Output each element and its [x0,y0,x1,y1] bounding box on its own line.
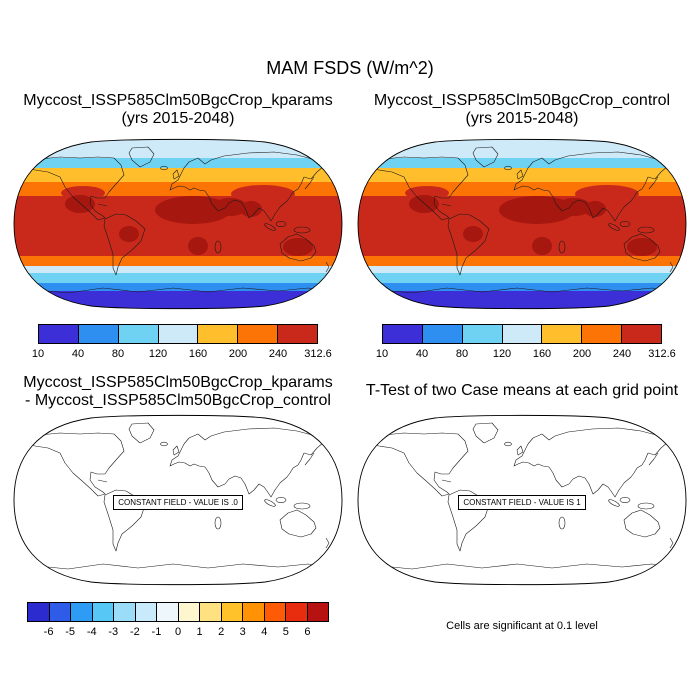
colorbar-label: 80 [111,348,125,360]
panel-title-kparams: Myccost_ISSP585Clm50BgcCrop_kparams (yrs… [8,92,348,128]
colorbar-label: 10 [31,348,45,360]
colorbar-label: 4 [261,626,268,638]
colorbar-label: -5 [65,626,76,638]
colorbar-label: -6 [43,626,54,638]
colorbar-label: -4 [86,626,97,638]
colorbar-label: 160 [532,348,552,360]
flux-colorbar-left [38,324,318,344]
colorbar-segment [117,325,158,343]
colorbar-segment [157,325,198,343]
colorbar-segment [197,325,238,343]
colorbar-segment [199,603,221,621]
panel-title-ttest-line1: T-Test of two Case means at each grid po… [365,382,679,399]
colorbar-segment [177,603,199,621]
difference-colorbar-labels: -6 -5 -4 -3 -2 -1 0 1 2 3 4 5 6 [27,626,329,640]
panel-title-difference: Myccost_ISSP585Clm50BgcCrop_kparams - My… [8,374,348,410]
colorbar-segment [541,325,582,343]
colorbar-segment [421,325,462,343]
colorbar-segment [113,603,135,621]
colorbar-segment [28,603,49,621]
colorbar-label: 312.6 [304,348,332,360]
colorbar-segment [501,325,542,343]
panel-title-control: Myccost_ISSP585Clm50BgcCrop_control (yrs… [352,92,692,128]
colorbar-segment [77,325,118,343]
colorbar-segment [70,603,92,621]
significance-note: Cells are significant at 0.1 level [446,620,598,632]
colorbar-label: 1 [196,626,203,638]
colorbar-label: 312.6 [648,348,676,360]
panel-title-control-line2: (yrs 2015-2048) [465,110,579,127]
colorbar-label: 40 [415,348,429,360]
colorbar-label: 120 [492,348,512,360]
colorbar-label: 240 [268,348,288,360]
colorbar-label: 160 [188,348,208,360]
colorbar-label: 10 [375,348,389,360]
colorbar-label: 2 [218,626,225,638]
colorbar-label: 5 [282,626,289,638]
colorbar-segment [91,603,113,621]
panel-title-difference-line2: - Myccost_ISSP585Clm50BgcCrop_control [25,392,331,409]
colorbar-label: 0 [174,626,182,638]
colorbar-segment [220,603,242,621]
difference-colorbar [27,602,329,622]
colorbar-segment [383,325,422,343]
panel-title-control-line1: Myccost_ISSP585Clm50BgcCrop_control [373,92,671,109]
flux-colorbar-left-labels: 10 40 80 120 160 200 240 312.6 [32,348,332,362]
colorbar-label: -2 [129,626,140,638]
constant-field-annotation-left: CONSTANT FIELD - VALUE IS .0 [8,492,348,510]
colorbar-label: -3 [108,626,119,638]
panel-title-difference-line1: Myccost_ISSP585Clm50BgcCrop_kparams [23,374,333,391]
colorbar-segment [277,325,318,343]
colorbar-segment [48,603,70,621]
control-map [352,134,692,314]
colorbar-label: 200 [572,348,592,360]
colorbar-label: 40 [71,348,85,360]
flux-colorbar-right-labels: 10 40 80 120 160 200 240 312.6 [376,348,676,362]
colorbar-segment [285,603,307,621]
colorbar-segment [306,603,328,621]
colorbar-segment [39,325,78,343]
colorbar-label: -1 [151,626,162,638]
colorbar-label: 200 [228,348,248,360]
kparams-map [8,134,348,314]
colorbar-label: 80 [455,348,469,360]
flux-colorbar-right [382,324,662,344]
constant-field-annotation-right-text: CONSTANT FIELD - VALUE IS 1 [458,495,586,510]
constant-field-annotation-right: CONSTANT FIELD - VALUE IS 1 [352,492,692,510]
figure-title: MAM FSDS (W/m^2) [266,58,434,78]
colorbar-segment [581,325,622,343]
colorbar-label: 120 [148,348,168,360]
colorbar-label: 3 [239,626,246,638]
colorbar-label: 240 [612,348,632,360]
panel-title-kparams-line1: Myccost_ISSP585Clm50BgcCrop_kparams [23,92,333,109]
colorbar-segment [237,325,278,343]
colorbar-segment [621,325,662,343]
colorbar-segment [156,603,178,621]
colorbar-segment [134,603,156,621]
colorbar-segment [461,325,502,343]
panel-title-ttest: T-Test of two Case means at each grid po… [352,382,692,400]
panel-title-kparams-line2: (yrs 2015-2048) [121,110,235,127]
colorbar-segment [242,603,264,621]
constant-field-annotation-left-text: CONSTANT FIELD - VALUE IS .0 [113,495,243,510]
colorbar-segment [263,603,285,621]
colorbar-label: 6 [304,626,311,638]
